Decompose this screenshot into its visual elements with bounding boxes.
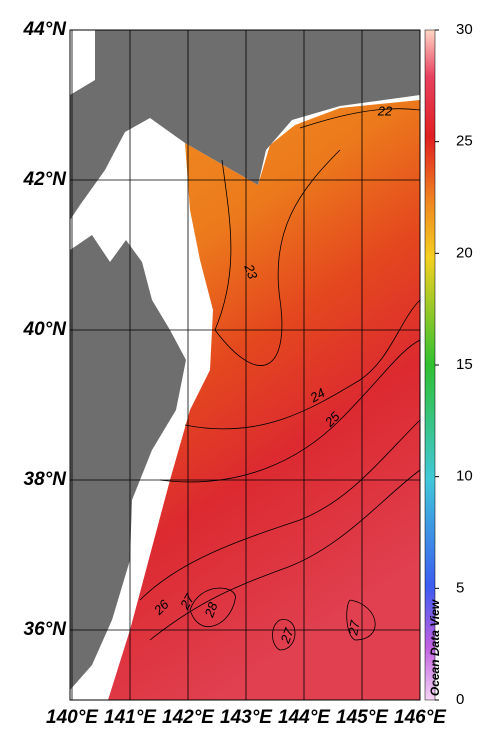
credit: Ocean Data View [428, 599, 442, 696]
lon-label: 142°E [162, 707, 215, 728]
colorbar-label: 10 [456, 468, 473, 485]
colorbar[interactable] [424, 29, 436, 701]
contour-label: 24 [307, 385, 328, 406]
sst-field [108, 100, 420, 700]
colorbar-label: 0 [456, 691, 464, 708]
lat-label: 38°N [24, 469, 68, 490]
contour-label: 27 [277, 626, 297, 646]
lat-label: 44°N [23, 19, 68, 40]
map-border [69, 29, 421, 701]
lon-label: 141°E [104, 707, 157, 728]
contour-label: 27 [176, 591, 197, 613]
contour-label: 27 [345, 619, 363, 638]
contour-label: 23 [241, 261, 261, 281]
lat-label: 40°N [23, 319, 68, 340]
lon-label: 143°E [220, 707, 273, 728]
land-hokkaido [70, 30, 420, 220]
colorbar-label: 15 [456, 356, 473, 373]
lon-label: 140°E [46, 707, 99, 728]
colorbar-label: 20 [456, 244, 473, 261]
lon-label: 146°E [394, 707, 447, 728]
colorbar-label: 25 [456, 133, 473, 150]
colorbar-label: 30 [456, 21, 473, 38]
lat-label: 42°N [23, 169, 68, 190]
contour-label: 28 [201, 600, 221, 620]
lat-label: 36°N [24, 619, 68, 640]
land-honshu [70, 235, 186, 690]
lon-label: 144°E [278, 707, 331, 728]
contour-label: 22 [377, 103, 393, 118]
lon-label: 145°E [336, 707, 389, 728]
colorbar-label: 5 [456, 579, 464, 596]
